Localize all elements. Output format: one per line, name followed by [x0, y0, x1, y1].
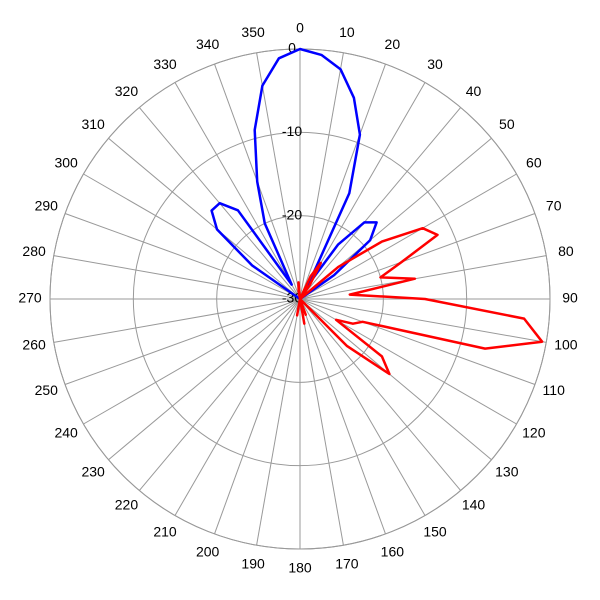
spoke [299, 298, 386, 535]
spoke [53, 298, 301, 343]
pattern-line [210, 47, 378, 301]
angle-tick-label: 130 [495, 463, 519, 479]
angle-tick-label: 250 [35, 382, 59, 398]
spoke [299, 173, 517, 300]
spoke [64, 213, 301, 300]
angle-tick-label: 140 [462, 497, 486, 513]
spoke [83, 298, 301, 425]
spoke [299, 298, 462, 491]
angle-tick-label: 90 [562, 290, 578, 306]
spoke [299, 298, 426, 516]
spoke [214, 298, 301, 535]
angle-tick-label: 270 [18, 290, 42, 306]
angle-tick-label: 0 [296, 20, 304, 36]
angle-tick-label: 320 [115, 83, 139, 99]
spoke [108, 298, 301, 461]
radial-tick-label: 0 [288, 40, 296, 56]
angle-tick-label: 240 [54, 425, 78, 441]
spoke [299, 298, 344, 546]
angle-tick-label: 20 [385, 36, 401, 52]
angle-tick-label: 290 [35, 197, 59, 213]
spoke [299, 298, 536, 385]
angle-tick-label: 100 [554, 337, 578, 353]
angle-tick-label: 310 [81, 116, 105, 132]
spoke [299, 298, 492, 461]
angle-tick-label: 40 [466, 83, 482, 99]
spoke [256, 298, 301, 546]
radial-tick-label: -20 [282, 206, 302, 222]
angle-tick-label: 60 [526, 155, 542, 171]
spoke [174, 82, 301, 300]
spoke [64, 298, 301, 385]
spoke [299, 213, 536, 300]
spoke [83, 173, 301, 300]
angle-tick-label: 280 [22, 243, 46, 259]
angle-tick-label: 190 [241, 556, 265, 572]
angle-tick-label: 340 [196, 36, 220, 52]
angle-tick-label: 230 [81, 463, 105, 479]
spoke [299, 107, 462, 300]
angle-tick-label: 160 [381, 543, 405, 559]
angle-tick-label: 120 [522, 425, 546, 441]
spoke [299, 63, 386, 300]
pattern-line [295, 226, 544, 376]
angle-tick-label: 220 [115, 497, 139, 513]
angle-tick-label: 170 [335, 556, 359, 572]
angle-tick-label: 30 [427, 56, 443, 72]
angle-tick-label: 10 [339, 24, 355, 40]
spoke [108, 137, 301, 300]
angle-tick-label: 200 [196, 543, 220, 559]
spoke [299, 298, 547, 343]
spoke [256, 52, 301, 300]
spoke [53, 255, 301, 300]
angle-tick-label: 150 [423, 524, 447, 540]
angle-tick-label: 50 [499, 116, 515, 132]
spoke [299, 255, 547, 300]
radial-tick-label: -30 [282, 290, 302, 306]
angle-tick-label: 300 [54, 155, 78, 171]
angle-tick-label: 330 [153, 56, 177, 72]
spoke [299, 52, 344, 300]
angle-tick-label: 80 [558, 243, 574, 259]
radial-tick-label: -10 [282, 123, 302, 139]
angle-tick-label: 260 [22, 337, 46, 353]
angle-tick-label: 350 [241, 24, 265, 40]
grid-ring [132, 131, 468, 467]
angle-tick-label: 210 [153, 524, 177, 540]
angle-tick-label: 110 [543, 382, 566, 398]
angle-tick-label: 180 [288, 560, 312, 576]
spoke [138, 298, 301, 491]
grid-ring [216, 215, 384, 383]
spoke [174, 298, 301, 516]
angle-tick-label: 70 [546, 197, 562, 213]
